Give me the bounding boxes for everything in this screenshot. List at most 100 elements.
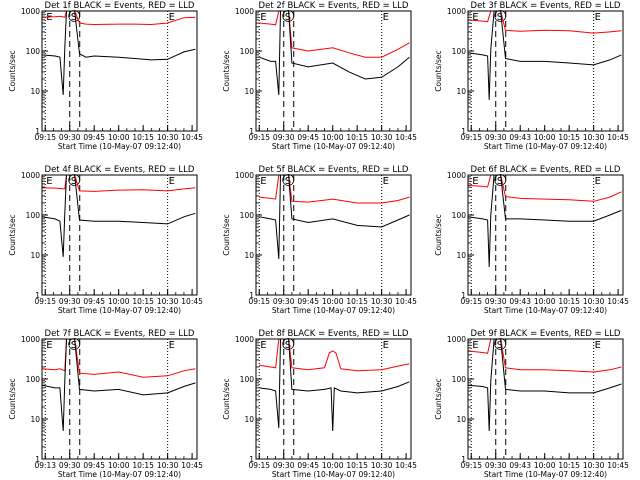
marker-label-e: E xyxy=(595,176,601,187)
x-tick-label: 10:15 xyxy=(132,133,154,142)
x-tick-label: 10:00 xyxy=(534,461,556,470)
series-red-lld xyxy=(259,339,410,372)
plot-frame xyxy=(255,338,412,460)
y-tick-label: 1 xyxy=(35,291,40,300)
marker-label-s: S xyxy=(497,340,503,351)
x-tick-label: 10:45 xyxy=(181,133,203,142)
x-tick-label: 10:30 xyxy=(583,461,605,470)
panel-title: Det 2f BLACK = Events, RED = LLD xyxy=(259,1,409,11)
y-axis-label: Counts/sec xyxy=(222,50,231,91)
marker-label-e: E xyxy=(260,340,266,351)
y-tick-label: 100 xyxy=(452,47,467,56)
x-tick-label: 09:30 xyxy=(59,133,81,142)
x-tick-label: 09:30 xyxy=(273,297,295,306)
x-axis-label: Start Time (10-May-07 09:12:40) xyxy=(58,470,181,479)
x-tick-label: 10:30 xyxy=(371,297,393,306)
x-tick-label: 10:00 xyxy=(108,297,130,306)
series-red-lld xyxy=(468,11,622,34)
series-black-events xyxy=(468,11,622,100)
y-tick-label: 10 xyxy=(30,415,40,424)
series-red-lld xyxy=(42,339,196,378)
y-tick-label: 10 xyxy=(244,87,254,96)
x-tick-label: 09:15 xyxy=(460,461,482,470)
marker-label-e: E xyxy=(46,340,52,351)
x-tick-label: 09:45 xyxy=(83,133,105,142)
marker-label-e: E xyxy=(472,176,478,187)
series-black-events xyxy=(259,339,410,432)
y-tick-label: 100 xyxy=(26,211,41,220)
marker-label-s: S xyxy=(285,340,291,351)
marker-label-s: S xyxy=(71,176,77,187)
marker-label-e: E xyxy=(595,12,601,23)
x-tick-label: 10:15 xyxy=(558,297,580,306)
x-tick-label: 10:00 xyxy=(534,133,556,142)
y-tick-label: 1000 xyxy=(21,171,40,180)
x-tick-label: 09:43 xyxy=(509,133,531,142)
x-tick-label: 10:30 xyxy=(371,461,393,470)
x-tick-label: 09:15 xyxy=(460,297,482,306)
x-tick-label: 10:45 xyxy=(395,461,417,470)
y-tick-label: 1 xyxy=(249,455,254,464)
y-tick-label: 1 xyxy=(249,291,254,300)
x-tick-label: 10:00 xyxy=(322,133,344,142)
x-tick-label: 09:43 xyxy=(509,297,531,306)
x-tick-label: 10:30 xyxy=(157,297,179,306)
x-tick-label: 09:15 xyxy=(248,297,270,306)
y-tick-label: 1 xyxy=(35,455,40,464)
series-black-events xyxy=(42,339,196,432)
y-axis-label: Counts/sec xyxy=(222,214,231,255)
x-tick-label: 10:45 xyxy=(607,461,629,470)
y-tick-label: 1000 xyxy=(235,335,254,344)
panel-title: Det 5f BLACK = Events, RED = LLD xyxy=(259,165,409,175)
x-tick-label: 09:45 xyxy=(297,297,319,306)
x-tick-label: 10:15 xyxy=(346,461,368,470)
y-axis-label: Counts/sec xyxy=(434,50,443,91)
x-tick-label: 10:30 xyxy=(371,133,393,142)
series-red-lld xyxy=(42,11,196,26)
y-tick-label: 10 xyxy=(244,415,254,424)
x-tick-label: 10:30 xyxy=(157,133,179,142)
y-tick-label: 100 xyxy=(240,47,255,56)
marker-label-e: E xyxy=(595,340,601,351)
marker-label-e: E xyxy=(260,12,266,23)
y-tick-label: 1 xyxy=(461,455,466,464)
x-axis-label: Start Time (10-May-07 09:12:40) xyxy=(484,306,607,315)
plot-frame xyxy=(467,174,624,296)
series-red-lld xyxy=(259,175,410,204)
x-tick-label: 09:13 xyxy=(34,461,56,470)
x-axis-label: Start Time (10-May-07 09:12:40) xyxy=(484,142,607,151)
marker-label-e: E xyxy=(383,12,389,23)
plot-frame xyxy=(41,10,198,132)
marker-label-e: E xyxy=(383,340,389,351)
marker-label-e: E xyxy=(169,176,175,187)
x-tick-label: 09:45 xyxy=(297,461,319,470)
x-tick-label: 09:45 xyxy=(83,461,105,470)
x-tick-label: 10:15 xyxy=(558,461,580,470)
series-red-lld xyxy=(259,11,410,58)
plot-frame xyxy=(255,174,412,296)
panel-title: Det 4f BLACK = Events, RED = LLD xyxy=(45,165,195,175)
y-tick-label: 1000 xyxy=(447,7,466,16)
y-tick-label: 10 xyxy=(30,87,40,96)
x-tick-label: 09:30 xyxy=(59,297,81,306)
y-axis-label: Counts/sec xyxy=(222,378,231,419)
x-tick-label: 09:15 xyxy=(34,297,56,306)
plot-frame xyxy=(467,338,624,460)
x-tick-label: 09:30 xyxy=(485,461,507,470)
plot-frame xyxy=(41,338,198,460)
y-tick-label: 100 xyxy=(240,211,255,220)
x-tick-label: 10:00 xyxy=(108,133,130,142)
y-tick-label: 1000 xyxy=(21,7,40,16)
x-axis-label: Start Time (10-May-07 09:12:40) xyxy=(58,142,181,151)
x-tick-label: 10:45 xyxy=(607,133,629,142)
y-tick-label: 100 xyxy=(26,375,41,384)
y-axis-label: Counts/sec xyxy=(8,50,17,91)
y-tick-label: 1000 xyxy=(447,335,466,344)
y-tick-label: 100 xyxy=(452,211,467,220)
series-black-events xyxy=(42,11,196,95)
